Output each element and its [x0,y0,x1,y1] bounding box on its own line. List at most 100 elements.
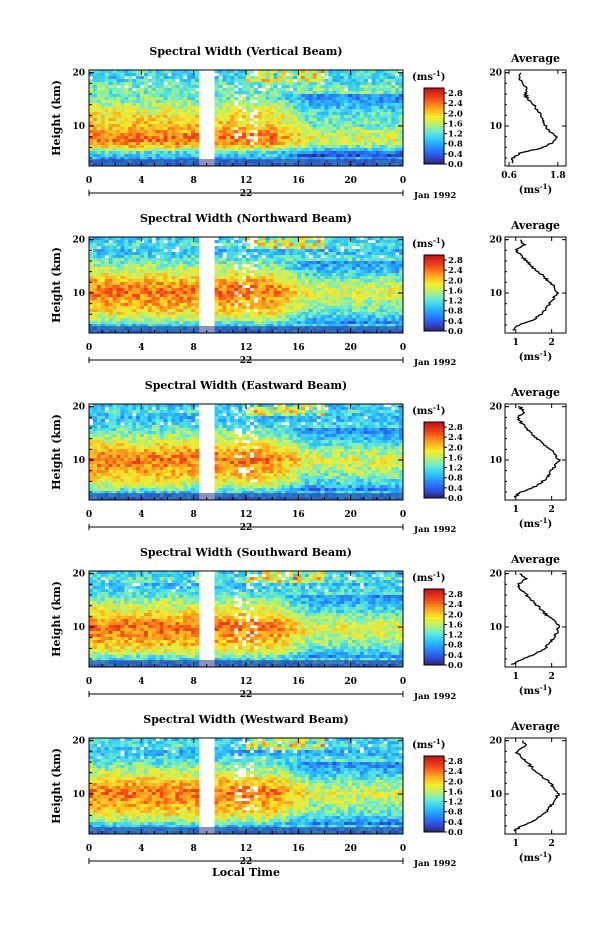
heatmap-cell [308,109,314,113]
heatmap-cell [320,157,325,161]
heatmap-cell [175,285,180,289]
heatmap-cell [183,157,188,161]
heatmap-cell [257,282,262,286]
heatmap-cell [159,282,164,286]
heatmap-cell [277,252,282,256]
heatmap-cell [387,112,392,116]
heatmap-cell [214,148,219,152]
heatmap-cell [269,288,274,292]
heatmap-cell [96,100,102,104]
heatmap-cell [300,291,306,295]
heatmap-cell [351,136,357,140]
heatmap-cell [344,121,349,125]
heatmap-cell [249,94,255,98]
colorbar: 2.82.42.01.61.20.80.40.0(ms-1) [412,236,463,337]
heatmap-cell [363,273,368,277]
heatmap-cell [304,112,310,116]
heatmap-cell [348,243,353,247]
heatmap-cell [194,157,200,161]
heatmap-cell [281,136,286,140]
heatmap-cell [363,267,368,271]
heatmap-cell [116,139,121,143]
heatmap-cell [151,261,157,265]
heatmap-cell [128,94,133,98]
heatmap-cell [132,270,137,274]
heatmap-cell [151,79,157,83]
heatmap-cell [218,127,223,131]
heatmap-cell [175,306,180,310]
heatmap-cell [293,151,298,155]
heatmap-cell [391,273,396,277]
heatmap-cell [395,145,400,149]
heatmap-cell [143,270,149,274]
heatmap-cell [143,300,149,304]
heatmap-cell [163,145,168,149]
heatmap-cell [191,97,196,101]
heatmap-cell [300,276,306,280]
heatmap-cell [100,82,105,86]
heatmap-cell [238,288,243,292]
heatmap-cell [140,255,145,259]
heatmap-cell [289,148,294,152]
heatmap-cell [147,124,153,128]
heatmap-cell [128,136,133,140]
heatmap-cell [308,294,314,298]
heatmap-cell [187,264,192,268]
heatmap-cell [312,315,317,319]
heatmap-cell [89,139,94,143]
heatmap-cell [320,70,325,74]
heatmap-cell [273,94,278,98]
heatmap-cell [300,136,306,140]
heatmap-cell [191,112,196,116]
heatmap-cell [320,85,325,89]
heatmap-cell [363,285,368,289]
heatmap-cell [316,252,321,256]
heatmap-cell [249,109,255,113]
heatmap-cell [249,148,255,152]
heatmap-cell [159,106,164,110]
colorbar-label: 2.4 [448,266,463,276]
heatmap-cell [89,94,94,98]
heatmap-cell [277,115,282,119]
heatmap-cell [261,97,266,101]
heatmap-cell [355,97,361,101]
heatmap-cell [395,109,400,113]
heatmap-cell [230,82,235,86]
heatmap-cell [214,70,219,74]
heatmap-cell [242,312,247,316]
heatmap-cell [171,318,176,322]
heatmap-cell [116,109,121,113]
heatmap-cell [226,145,231,149]
colorbar-segment [424,138,444,142]
heatmap-cell [308,285,314,289]
heatmap-cell [108,79,113,83]
heatmap-cell [246,79,251,83]
heatmap-cell [218,306,223,310]
heatmap-cell [120,318,125,322]
heatmap-cell [92,85,98,89]
heatmap-cell [395,270,400,274]
heatmap-cell [320,246,325,250]
colorbar-segment [424,123,444,127]
heatmap-cell [104,154,109,158]
heatmap-cell [332,300,337,304]
heatmap-cell [104,79,109,83]
heatmap-cell [387,136,392,140]
heatmap-cell [324,240,329,244]
heatmap-cell [289,118,294,122]
colorbar-segment [424,136,444,139]
heatmap-cell [379,261,384,265]
heatmap-cell [230,297,235,301]
heatmap-cell [344,148,349,152]
heatmap-cell [277,288,282,292]
heatmap-cell [187,300,192,304]
heatmap-cell [112,285,117,289]
heatmap-cell [214,270,219,274]
heatmap-cell [332,237,337,241]
heatmap-cell [143,136,149,140]
heatmap-cell [140,79,145,83]
heatmap-cell [355,130,361,134]
heatmap-cell [383,306,388,310]
heatmap-cell [230,252,235,256]
heatmap-cell [151,318,157,322]
